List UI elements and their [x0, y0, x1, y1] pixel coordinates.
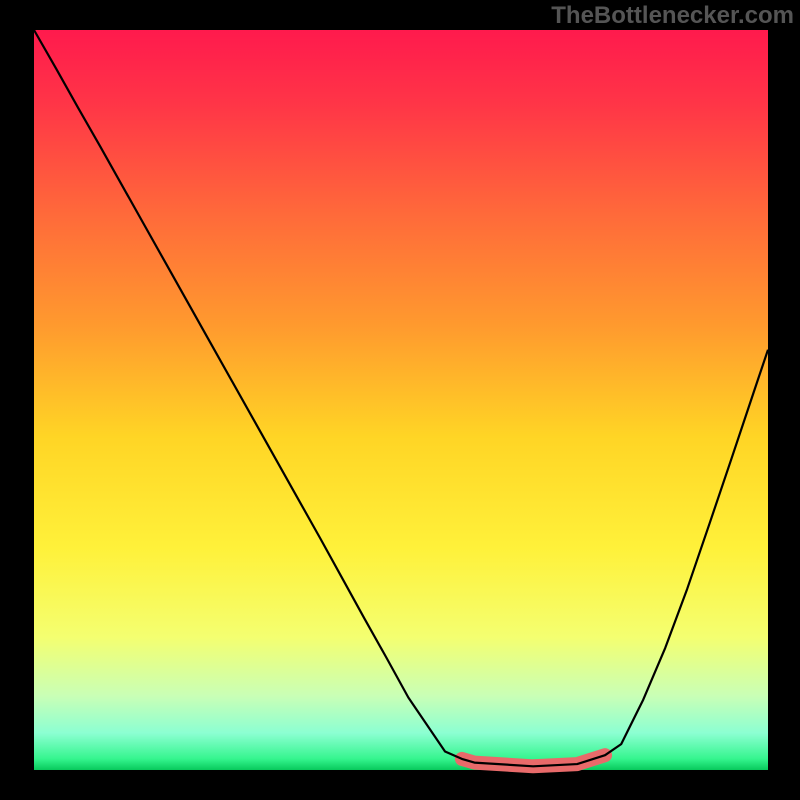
gradient-plot-area [34, 30, 768, 770]
watermark-text: TheBottlenecker.com [551, 2, 794, 30]
chart-svg [0, 0, 800, 800]
bottleneck-chart-canvas: TheBottlenecker.com [0, 0, 800, 800]
